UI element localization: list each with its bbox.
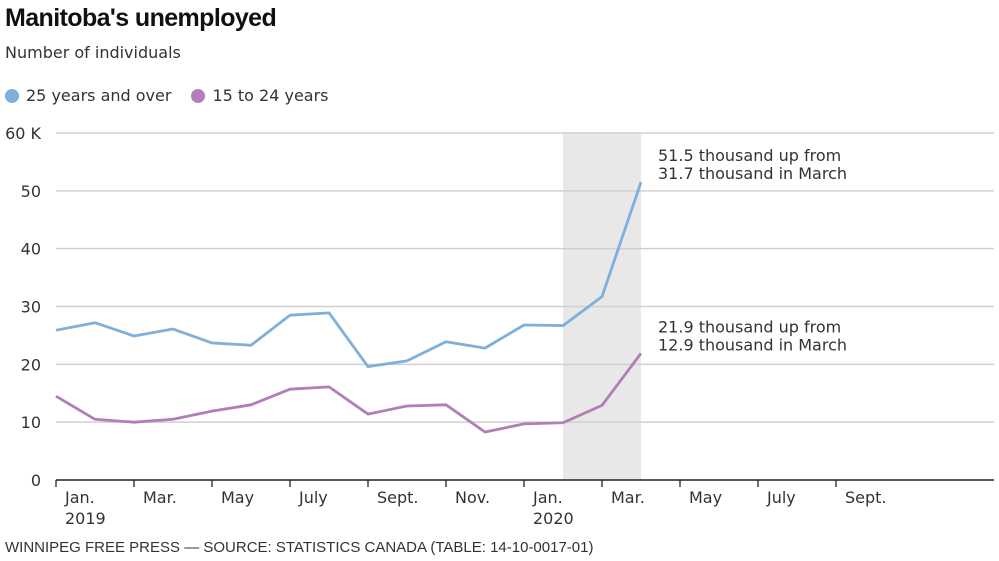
annotation-text-0: 31.7 thousand in March (658, 164, 847, 183)
annotation-text-1: 21.9 thousand up from (658, 317, 841, 336)
x-tick-label: Sept. (845, 488, 887, 507)
series-line-1 (55, 352, 643, 434)
legend-swatch-25-and-over (5, 88, 19, 103)
x-tick-label: July (766, 488, 796, 507)
y-tick-label: 50 (21, 182, 41, 201)
x-tick-label: Mar. (143, 488, 177, 507)
x-tick-label: Sept. (377, 488, 419, 507)
chart-subtitle: Number of individuals (5, 43, 181, 62)
legend-label-25-and-over: 25 years and over (26, 86, 172, 105)
x-tick-label: May (221, 488, 254, 507)
x-tick-label: May (689, 488, 722, 507)
y-tick-label: 30 (21, 298, 41, 317)
x-tick-year-label: 2019 (65, 509, 106, 528)
legend: 25 years and over 15 to 24 years (5, 86, 349, 105)
annotation-text-1: 12.9 thousand in March (658, 335, 847, 354)
x-tick-year-label: 2020 (533, 509, 574, 528)
annotation-text-0: 51.5 thousand up from (658, 146, 841, 165)
x-tick-label: July (298, 488, 328, 507)
x-tick-label: Jan. (532, 488, 563, 507)
y-tick-label: 20 (21, 355, 41, 374)
y-tick-label: 40 (21, 240, 41, 259)
chart-title: Manitoba's unemployed (5, 4, 277, 32)
x-tick-label: Mar. (611, 488, 645, 507)
source-credit: WINNIPEG FREE PRESS — SOURCE: STATISTICS… (5, 539, 594, 556)
series-line-0 (55, 181, 643, 369)
legend-label-15-to-24: 15 to 24 years (212, 86, 329, 105)
y-tick-label: 0 (31, 471, 41, 490)
legend-swatch-15-to-24 (191, 88, 206, 103)
legend-item-15-to-24: 15 to 24 years (191, 86, 329, 105)
y-tick-label: 60 K (5, 124, 41, 143)
x-tick-label: Jan. (64, 488, 95, 507)
x-tick-label: Nov. (455, 488, 490, 507)
legend-item-25-and-over: 25 years and over (5, 86, 171, 105)
y-tick-label: 10 (21, 413, 41, 432)
